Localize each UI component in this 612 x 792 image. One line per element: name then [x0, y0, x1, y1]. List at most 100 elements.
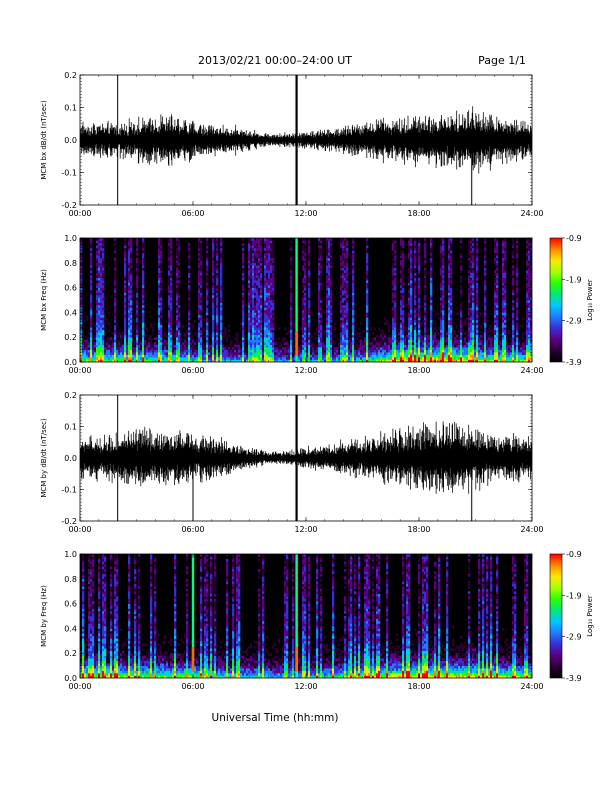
spectrogram-cell: [112, 354, 115, 358]
spectrogram-cell: [162, 344, 165, 348]
spectrogram-cell: [302, 282, 305, 286]
spectrogram-cell: [160, 295, 163, 298]
spectrogram-cell: [472, 357, 475, 360]
spectrogram-cell: [400, 290, 403, 293]
spectrogram-cell: [90, 337, 93, 340]
spectrogram-cell: [176, 304, 179, 308]
spectrogram-cell: [198, 242, 201, 246]
spectrogram-cell: [476, 285, 479, 288]
spectrogram-cell: [178, 272, 181, 276]
spectrogram-cell: [312, 354, 315, 358]
spectrogram-cell: [190, 342, 193, 345]
spectrogram-cell: [224, 352, 227, 355]
spectrogram-cell: [96, 329, 99, 333]
spectrogram-cell: [114, 307, 117, 311]
spectrogram-cell: [424, 290, 427, 293]
spectrogram-cell: [394, 304, 397, 308]
spectrogram-cell: [330, 352, 333, 355]
spectrogram-cell: [128, 304, 131, 308]
spectrogram-cell: [316, 359, 319, 362]
spectrogram-cell: [160, 312, 163, 316]
spectrogram-cell: [418, 250, 421, 254]
spectrogram-cell: [346, 285, 349, 288]
spectrogram-cell: [252, 354, 255, 358]
spectrogram-cell: [178, 314, 181, 318]
spectrogram-cell: [258, 309, 261, 313]
spectrogram-cell: [130, 322, 133, 326]
spectrogram-cell: [326, 287, 329, 291]
spectrogram-cell: [424, 282, 427, 286]
spectrogram-cell: [378, 359, 381, 362]
spectrogram-cell: [440, 357, 443, 360]
spectrogram-cell: [418, 242, 421, 246]
spectrogram-cell: [326, 307, 329, 311]
spectrogram-cell: [318, 267, 321, 271]
spectrogram-cell: [250, 329, 253, 333]
spectrogram-cell: [376, 347, 379, 350]
spectrogram-cell: [152, 327, 155, 331]
spectrogram-cell: [214, 357, 217, 360]
spectrogram-cell: [228, 329, 231, 333]
spectrogram-cell: [160, 322, 163, 326]
spectrogram-cell: [442, 297, 445, 301]
spectrogram-cell: [442, 319, 445, 323]
spectrogram-cell: [164, 359, 167, 362]
spectrogram-cell: [290, 322, 293, 326]
spectrogram-cell: [142, 270, 145, 274]
spectrogram-cell: [170, 252, 173, 256]
spectrogram-cell: [220, 354, 223, 358]
spectrogram-cell: [256, 247, 259, 251]
spectrogram-cell: [410, 324, 413, 328]
spectrogram-cell: [428, 327, 431, 331]
spectrogram-cell: [122, 359, 125, 362]
spectrogram-cell: [160, 270, 163, 274]
spectrogram-cell: [220, 272, 223, 276]
spectrogram-cell: [252, 347, 255, 350]
spectrogram-cell: [342, 282, 345, 286]
spectrogram-cell: [146, 327, 149, 331]
spectrogram-cell: [266, 245, 269, 249]
spectrogram-cell: [186, 344, 189, 348]
spectrogram-cell: [468, 327, 471, 331]
spectrogram-cell: [188, 270, 191, 274]
spectrogram-cell: [340, 265, 343, 269]
spectrogram-cell: [416, 347, 419, 350]
spectrogram-cell: [90, 255, 93, 259]
spectrogram-cell: [136, 287, 139, 291]
spectrogram-cell: [342, 309, 345, 313]
spectrogram-cell: [216, 242, 219, 246]
spectrogram-cell: [198, 349, 201, 353]
spectrogram-cell: [254, 357, 257, 360]
spectrogram-cell: [346, 312, 349, 316]
spectrogram-cell: [270, 327, 273, 331]
spectrogram-cell: [122, 344, 125, 348]
spectrogram-cell: [410, 352, 413, 355]
spectrogram-cell: [394, 302, 397, 306]
spectrogram-cell: [100, 312, 103, 316]
spectrogram-cell: [476, 270, 479, 274]
spectrogram-cell: [308, 262, 311, 266]
spectrogram-cell: [308, 324, 311, 328]
spectrogram-cell: [386, 319, 389, 323]
spectrogram-cell: [254, 275, 257, 278]
spectrogram-cell: [266, 309, 269, 313]
spectrogram-cell: [244, 344, 247, 348]
spectrogram-cell: [472, 262, 475, 266]
spectrogram-cell: [196, 359, 199, 362]
spectrogram-cell: [254, 317, 257, 321]
spectrogram-cell: [254, 252, 257, 256]
spectrogram-cell: [80, 309, 83, 313]
spectrogram-cell: [346, 349, 349, 353]
spectrogram-cell: [108, 329, 111, 333]
spectrogram-cell: [294, 357, 297, 360]
spectrogram-cell: [342, 292, 345, 296]
spectrogram-cell: [332, 354, 335, 358]
spectrogram-cell: [342, 342, 345, 345]
spectrogram-cell: [90, 272, 93, 276]
spectrogram-cell: [458, 357, 461, 360]
spectrogram-cell: [342, 302, 345, 306]
spectrogram-cell: [388, 357, 391, 360]
spectrogram-cell: [170, 347, 173, 350]
spectrogram-cell: [372, 352, 375, 355]
spectrogram-cell: [438, 339, 441, 343]
